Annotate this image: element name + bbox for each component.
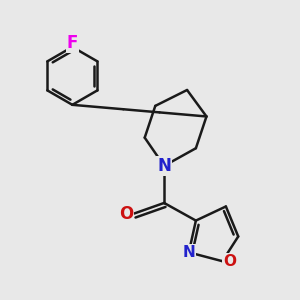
Text: N: N <box>182 245 195 260</box>
Text: O: O <box>119 205 134 223</box>
Text: O: O <box>223 254 236 269</box>
Text: N: N <box>157 157 171 175</box>
Text: F: F <box>67 34 78 52</box>
